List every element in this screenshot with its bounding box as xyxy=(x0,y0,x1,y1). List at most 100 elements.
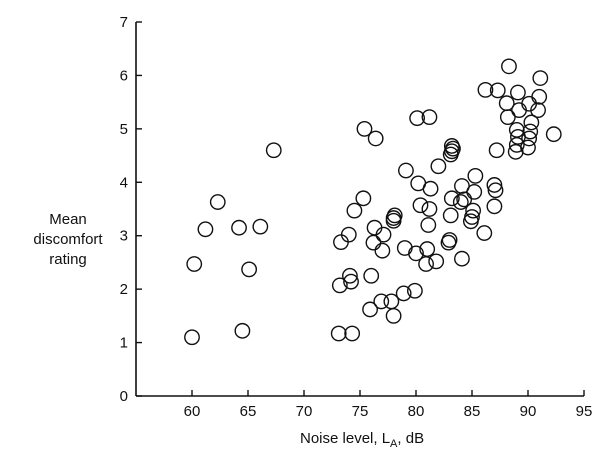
x-tick-label: 60 xyxy=(184,403,201,420)
data-point xyxy=(385,307,402,324)
data-point xyxy=(498,95,515,112)
x-tick-label: 70 xyxy=(296,403,313,420)
y-tick-label: 6 xyxy=(120,67,128,84)
y-tick-label: 1 xyxy=(120,335,128,352)
data-point xyxy=(186,256,203,272)
data-point xyxy=(531,88,548,105)
data-point xyxy=(465,202,482,219)
data-point xyxy=(489,82,506,99)
data-point xyxy=(521,130,538,147)
data-point xyxy=(422,180,439,197)
x-tick-label: 80 xyxy=(408,403,425,420)
data-point xyxy=(522,123,539,140)
data-point xyxy=(331,277,348,294)
data-point xyxy=(184,329,200,346)
data-point xyxy=(466,184,483,200)
data-point xyxy=(420,217,437,233)
data-point xyxy=(356,120,373,137)
data-point xyxy=(365,234,382,251)
y-axis-title: Mean discomfort rating xyxy=(18,210,118,270)
x-tick-label: 65 xyxy=(240,403,257,420)
y-axis-title-line-2: discomfort xyxy=(33,231,103,248)
data-point xyxy=(241,261,258,278)
y-axis-title-line-3: rating xyxy=(49,251,87,268)
y-tick-label: 4 xyxy=(120,174,128,191)
x-axis-title: Noise level, LA, dB xyxy=(300,430,424,450)
data-point xyxy=(467,167,484,184)
x-tick-label: 75 xyxy=(352,403,369,420)
data-point xyxy=(367,130,384,147)
data-point xyxy=(454,250,470,267)
data-point xyxy=(499,109,516,126)
data-point xyxy=(441,232,458,248)
data-point xyxy=(477,81,494,98)
data-point xyxy=(197,221,214,238)
y-tick-label: 0 xyxy=(120,388,128,405)
data-point xyxy=(398,162,414,179)
data-point xyxy=(421,109,438,126)
data-point xyxy=(406,282,423,299)
data-point xyxy=(523,114,540,131)
data-point xyxy=(421,201,438,217)
data-point xyxy=(456,191,473,208)
data-point xyxy=(231,219,247,236)
data-point xyxy=(330,325,347,342)
data-point xyxy=(443,190,460,207)
data-point xyxy=(486,198,503,215)
x-axis-title-subscript: A xyxy=(390,438,398,450)
data-point xyxy=(342,267,358,284)
data-point xyxy=(476,225,493,241)
data-point xyxy=(362,301,378,318)
x-axis-title-suffix: , dB xyxy=(397,430,425,447)
data-point xyxy=(344,325,361,342)
data-point xyxy=(375,226,392,243)
data-point xyxy=(333,234,349,251)
data-point xyxy=(395,285,412,302)
data-point xyxy=(355,190,372,207)
data-point xyxy=(363,267,380,284)
x-tick-label: 90 xyxy=(520,403,537,420)
data-point xyxy=(428,253,445,270)
data-point xyxy=(501,58,517,75)
y-axis-title-line-1: Mean xyxy=(49,211,87,228)
data-point xyxy=(265,142,282,159)
data-point xyxy=(511,102,527,119)
data-point xyxy=(510,84,526,101)
data-point xyxy=(343,273,359,290)
data-point xyxy=(520,139,536,156)
data-point xyxy=(408,245,424,262)
data-point xyxy=(209,194,226,210)
y-tick-label: 5 xyxy=(120,121,128,138)
x-axis-ticks: 60 65 70 75 80 85 90 95 xyxy=(184,390,593,420)
y-tick-label: 7 xyxy=(120,14,128,31)
data-point xyxy=(346,202,363,219)
data-point xyxy=(396,240,413,256)
data-point xyxy=(340,226,357,243)
data-point xyxy=(412,197,429,214)
data-point xyxy=(418,256,434,272)
data-point xyxy=(430,158,447,175)
data-point xyxy=(252,218,269,235)
data-point xyxy=(234,322,251,339)
data-point xyxy=(419,241,436,257)
y-tick-label: 3 xyxy=(120,228,128,245)
x-axis-title-prefix: Noise level, L xyxy=(300,430,391,447)
data-point xyxy=(386,207,403,224)
data-point xyxy=(508,122,525,138)
data-point xyxy=(530,102,546,119)
data-point xyxy=(464,209,480,225)
data-point xyxy=(442,207,459,224)
y-axis-ticks: 0 1 2 3 4 5 6 7 xyxy=(120,14,142,405)
data-point xyxy=(443,138,460,154)
x-tick-label: 95 xyxy=(576,403,593,420)
data-point xyxy=(532,70,549,87)
y-tick-label: 2 xyxy=(120,281,128,298)
data-point xyxy=(409,110,426,127)
data-point xyxy=(366,219,383,236)
data-point xyxy=(486,177,503,193)
data-point xyxy=(545,126,562,143)
data-point xyxy=(452,194,469,210)
data-point xyxy=(487,182,504,199)
data-points xyxy=(184,58,562,346)
